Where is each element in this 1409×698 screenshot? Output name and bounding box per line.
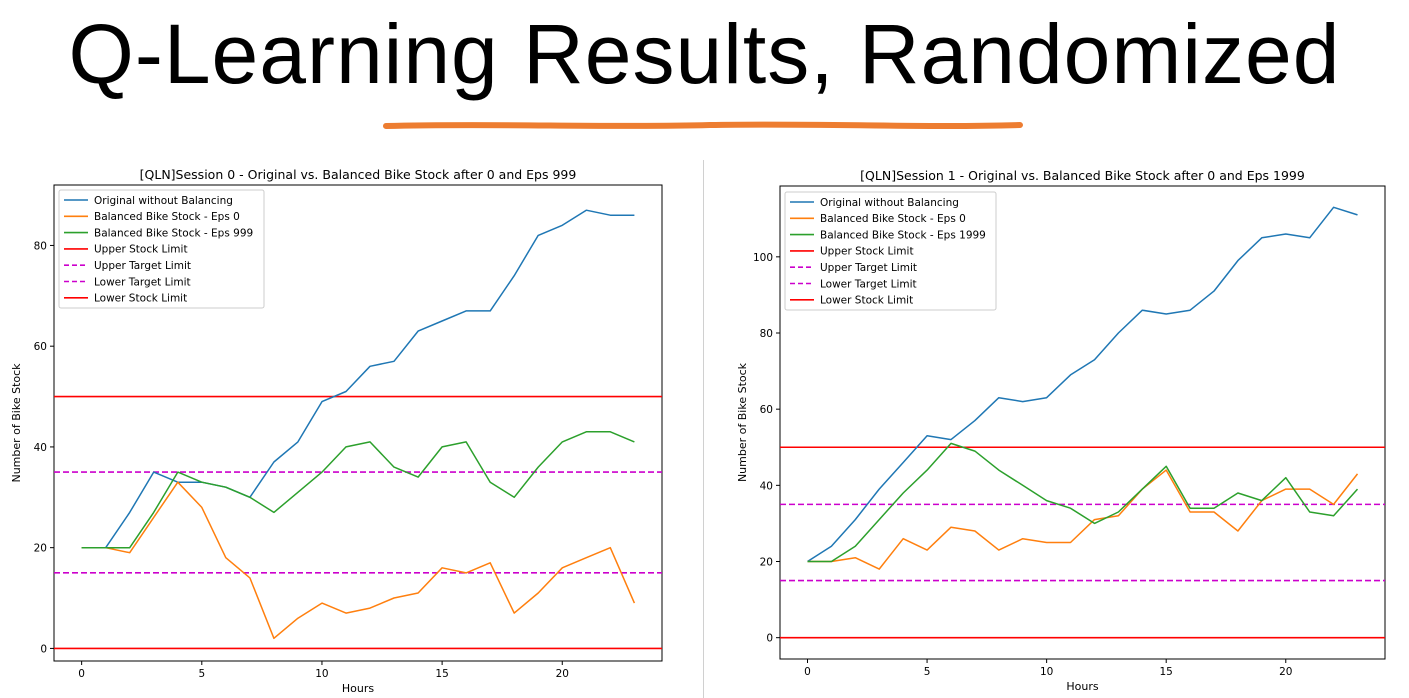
title-underline — [383, 121, 1023, 129]
x-tick-label: 10 — [1040, 666, 1053, 678]
legend-box — [58, 189, 265, 309]
y-tick-label: 40 — [34, 442, 47, 454]
x-axis-label: Hours — [342, 682, 374, 695]
series-line-0 — [81, 209, 635, 549]
legend-entry-label: Lower Target Limit — [94, 276, 191, 288]
legend-entry-label: Lower Stock Limit — [820, 295, 913, 307]
x-tick-label: 10 — [315, 668, 328, 680]
legend-entry-label: Upper Stock Limit — [820, 246, 914, 258]
chart-session-0: [QLN]Session 0 - Original vs. Balanced B… — [10, 167, 663, 695]
chart-title: [QLN]Session 0 - Original vs. Balanced B… — [140, 167, 577, 182]
x-tick-label: 20 — [1279, 666, 1292, 678]
slide-title: Q-Learning Results, Randomized — [68, 7, 1341, 101]
legend-entry-label: Upper Target Limit — [94, 260, 191, 272]
y-tick-label: 80 — [34, 240, 47, 252]
y-tick-label: 0 — [766, 633, 773, 645]
legend-entry-label: Balanced Bike Stock - Eps 999 — [94, 227, 253, 239]
y-tick-label: 60 — [34, 341, 47, 353]
x-tick-label: 5 — [924, 666, 931, 678]
legend-entry-label: Upper Target Limit — [820, 262, 917, 274]
y-tick-label: 100 — [753, 252, 773, 264]
series-line-1 — [807, 469, 1359, 570]
y-tick-label: 40 — [760, 480, 773, 492]
y-tick-label: 80 — [760, 328, 773, 340]
legend-entry-label: Upper Stock Limit — [94, 244, 188, 256]
y-tick-label: 20 — [760, 557, 773, 569]
y-tick-label: 0 — [40, 643, 47, 655]
x-tick-label: 15 — [435, 668, 448, 680]
legend-box — [784, 191, 997, 311]
plot-frame — [779, 185, 1386, 660]
legend-entry-label: Balanced Bike Stock - Eps 0 — [820, 213, 966, 225]
y-tick-label: 20 — [34, 543, 47, 555]
legend-entry-label: Lower Stock Limit — [94, 293, 187, 305]
y-axis-label: Number of Bike Stock — [10, 363, 23, 483]
chart-title: [QLN]Session 1 - Original vs. Balanced B… — [860, 168, 1305, 183]
x-axis-label: Hours — [1066, 680, 1098, 693]
y-axis-label: Number of Bike Stock — [736, 362, 749, 482]
series-line-2 — [81, 431, 635, 549]
plot-frame — [53, 184, 663, 662]
x-tick-label: 0 — [804, 666, 811, 678]
legend-entry-label: Lower Target Limit — [820, 278, 917, 290]
legend-entry-label: Original without Balancing — [94, 195, 233, 207]
series-line-1 — [81, 481, 636, 640]
x-tick-label: 20 — [556, 668, 569, 680]
legend-entry-label: Balanced Bike Stock - Eps 0 — [94, 211, 240, 223]
y-tick-label: 60 — [760, 404, 773, 416]
series-line-0 — [807, 206, 1358, 563]
x-tick-label: 15 — [1160, 666, 1173, 678]
panel-divider — [703, 160, 704, 698]
series-line-2 — [807, 442, 1359, 563]
legend-entry-label: Original without Balancing — [820, 197, 959, 209]
x-tick-label: 0 — [78, 668, 85, 680]
legend-entry-label: Balanced Bike Stock - Eps 1999 — [820, 229, 986, 241]
x-tick-label: 5 — [198, 668, 205, 680]
